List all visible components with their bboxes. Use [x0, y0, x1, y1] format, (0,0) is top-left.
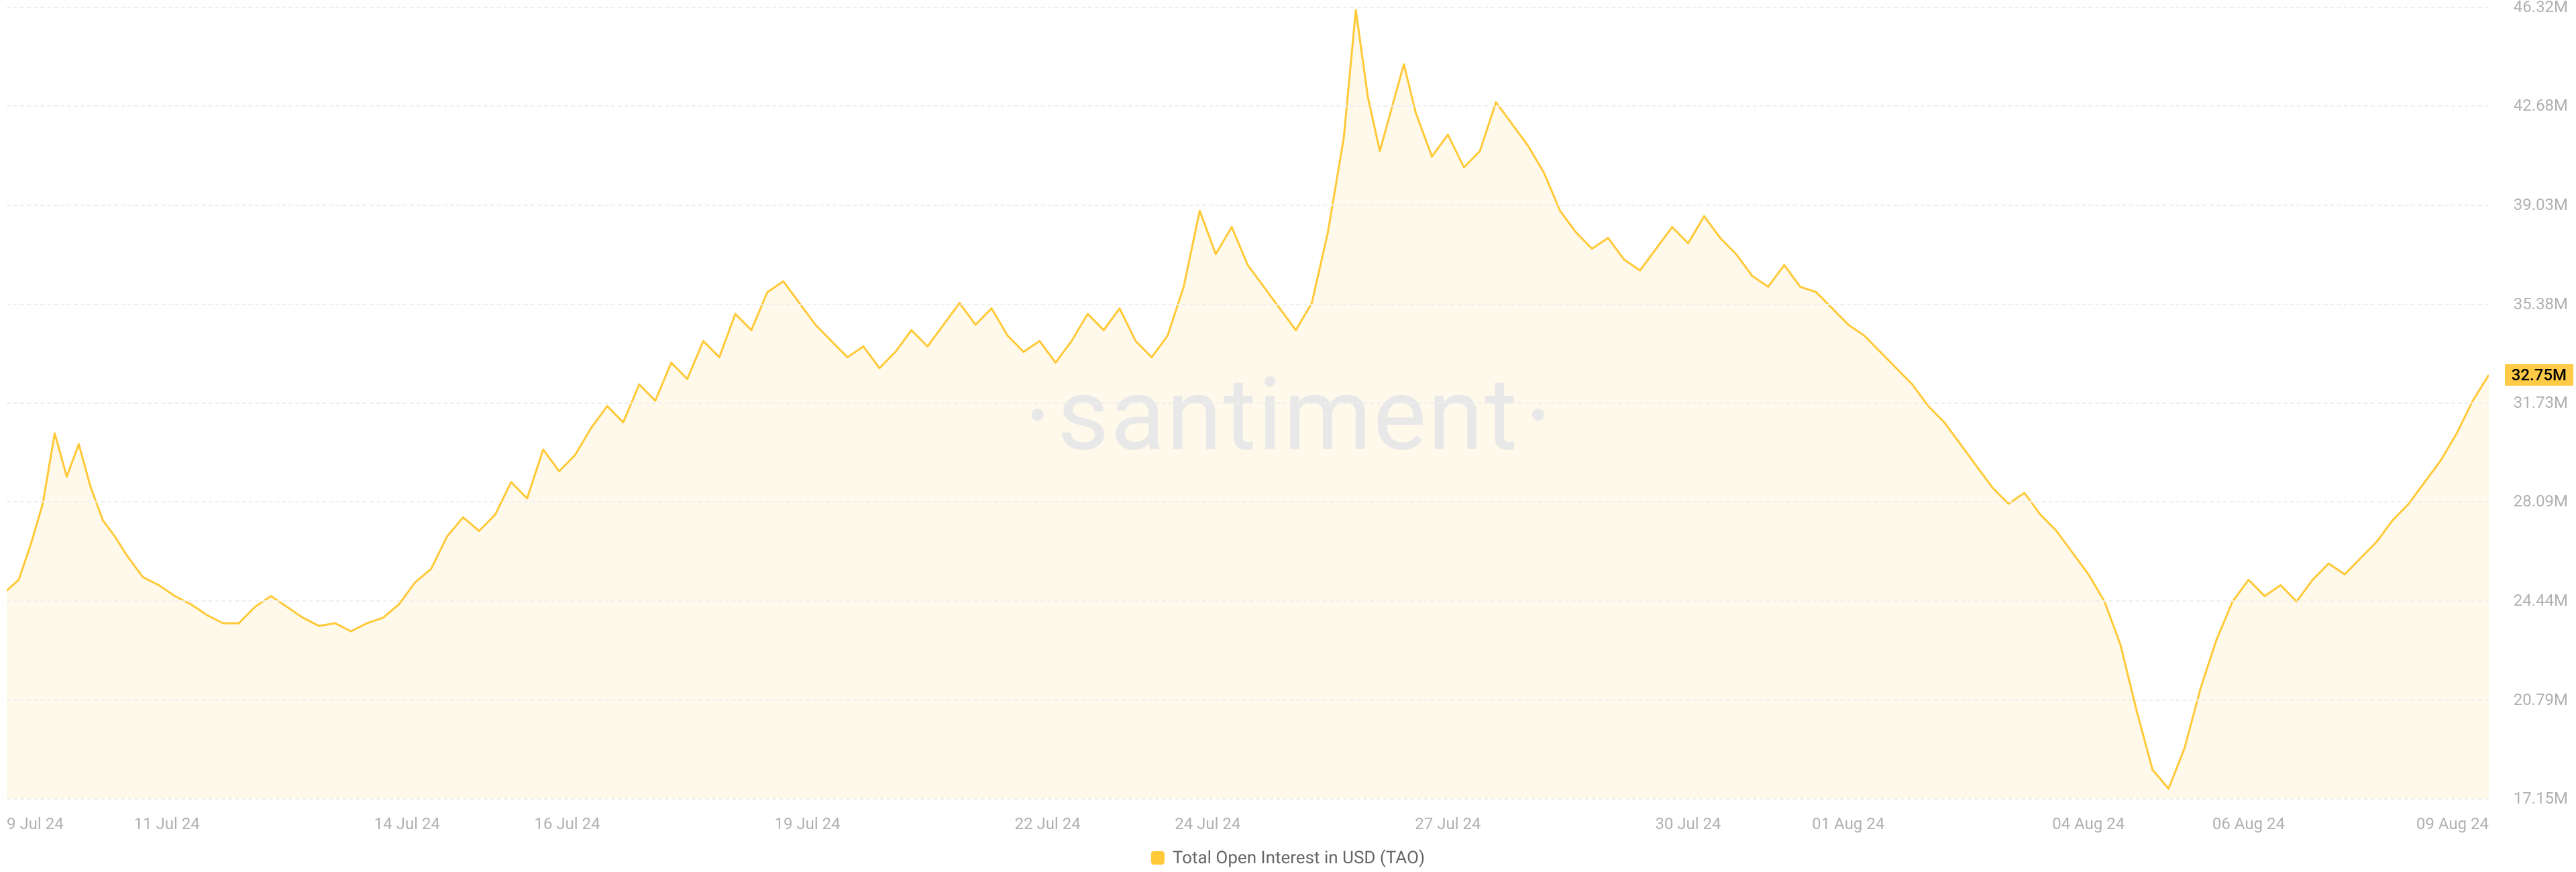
gridline	[7, 798, 2489, 800]
x-tick-label: 04 Aug 24	[2052, 814, 2125, 833]
chart-container: santiment 46.32M42.68M39.03M35.38M31.73M…	[0, 0, 2576, 872]
legend-swatch	[1151, 851, 1165, 865]
y-tick-label: 24.44M	[2514, 591, 2568, 610]
gridline	[7, 304, 2489, 305]
current-value-badge: 32.75M	[2505, 364, 2573, 386]
x-tick-label: 16 Jul 24	[534, 814, 600, 833]
gridline	[7, 7, 2489, 8]
y-tick-label: 31.73M	[2514, 393, 2568, 412]
x-tick-label: 06 Aug 24	[2212, 814, 2285, 833]
y-tick-label: 42.68M	[2514, 96, 2568, 115]
current-value-text: 32.75M	[2512, 366, 2567, 384]
gridline	[7, 105, 2489, 107]
x-tick-label: 30 Jul 24	[1655, 814, 1721, 833]
area-fill	[7, 10, 2489, 798]
y-tick-label: 28.09M	[2514, 492, 2568, 510]
y-tick-label: 35.38M	[2514, 294, 2568, 313]
x-tick-label: 11 Jul 24	[134, 814, 200, 833]
x-tick-label: 27 Jul 24	[1415, 814, 1481, 833]
x-tick-label: 24 Jul 24	[1175, 814, 1240, 833]
gridline	[7, 205, 2489, 206]
y-tick-label: 39.03M	[2514, 195, 2568, 214]
y-tick-label: 17.15M	[2514, 789, 2568, 808]
gridline	[7, 501, 2489, 502]
y-tick-label: 20.79M	[2514, 690, 2568, 709]
gridline	[7, 700, 2489, 701]
x-tick-label: 14 Jul 24	[374, 814, 440, 833]
gridline	[7, 600, 2489, 602]
x-tick-label: 22 Jul 24	[1015, 814, 1081, 833]
x-tick-label: 09 Aug 24	[2416, 814, 2489, 833]
x-tick-label: 01 Aug 24	[1812, 814, 1884, 833]
legend-label: Total Open Interest in USD (TAO)	[1173, 848, 1425, 868]
y-tick-label: 46.32M	[2514, 0, 2568, 16]
x-tick-label: 19 Jul 24	[774, 814, 840, 833]
gridline	[7, 402, 2489, 404]
x-tick-label: 9 Jul 24	[7, 814, 64, 833]
legend: Total Open Interest in USD (TAO)	[1151, 848, 1425, 868]
